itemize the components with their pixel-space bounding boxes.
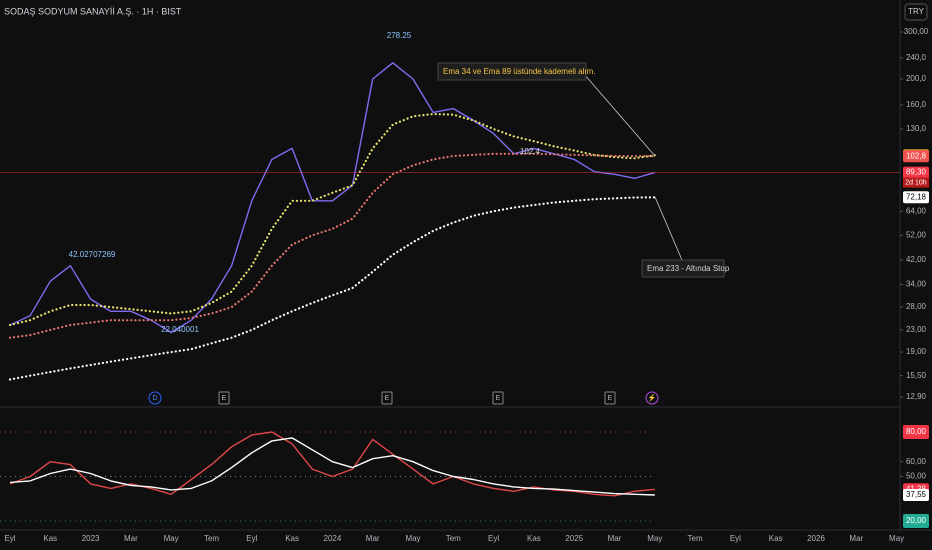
x-tick-label: 2024: [324, 534, 342, 543]
event-marker: [218, 391, 230, 405]
price-badge-label: 41,38: [906, 484, 927, 493]
price-badge-label: 102,8: [906, 151, 927, 160]
x-tick-label: Mar: [608, 534, 622, 543]
event-marker: [604, 391, 616, 405]
y-tick-label: 240,0: [906, 53, 927, 62]
callout-text: Ema 233 - Altında Stop: [647, 264, 730, 273]
callout-text: Ema 34 ve Ema 89 üstünde kademeli alım.: [443, 67, 596, 76]
x-tick-label: Eyl: [730, 534, 741, 543]
countdown-badge: [903, 177, 929, 188]
x-tick-label: May: [889, 534, 904, 543]
price-badge-label: 89,30: [906, 168, 927, 177]
y-tick-label: 160,0: [906, 100, 927, 109]
x-tick-label: Kas: [285, 534, 299, 543]
event-label: ⚡: [648, 393, 657, 402]
x-tick-label: 2023: [82, 534, 100, 543]
x-tick-label: 2025: [565, 534, 583, 543]
x-tick-label: May: [164, 534, 179, 543]
x-tick-label: Kas: [43, 534, 57, 543]
x-tick-label: Eyl: [488, 534, 499, 543]
event-label: E: [608, 395, 613, 402]
event-label: E: [222, 395, 227, 402]
callout-line: [583, 73, 656, 157]
x-tick-label: Mar: [849, 534, 863, 543]
event-marker: [645, 391, 659, 405]
price-annotation: 42.02707269: [69, 250, 116, 259]
x-tick-label: Eyl: [246, 534, 257, 543]
event-marker: [148, 391, 162, 405]
y-tick-label: 130,0: [906, 124, 927, 133]
y-tick-label: 20,00: [906, 516, 927, 525]
callout-box: [641, 259, 725, 278]
y-tick-label: 28,00: [906, 302, 927, 311]
y-tick-label: 64,00: [906, 206, 927, 215]
series-line: [8, 152, 656, 339]
price-annotation: 102.4: [520, 147, 541, 156]
price-badge-label: 72,18: [906, 192, 927, 201]
price-badge: [903, 150, 929, 163]
y-tick-label: 80,00: [906, 427, 927, 436]
y-tick-label: 200,0: [906, 74, 927, 83]
x-tick-label: Tem: [204, 534, 219, 543]
currency-label[interactable]: TRY: [908, 7, 925, 16]
y-tick-label: 12,90: [906, 392, 927, 401]
x-tick-label: Tem: [446, 534, 461, 543]
event-label: E: [385, 395, 390, 402]
y-tick-label: 19,00: [906, 347, 927, 356]
price-badge-label: 37,55: [906, 490, 927, 499]
y-tick-label: 300,00: [904, 27, 929, 36]
countdown: 2d 10h: [905, 179, 927, 186]
y-tick-label: 50,00: [906, 472, 927, 481]
x-tick-label: May: [405, 534, 420, 543]
currency-button[interactable]: [904, 3, 928, 21]
series-line: [8, 196, 656, 381]
price-badge: [903, 166, 929, 179]
x-tick-label: Mar: [124, 534, 138, 543]
event-label: D: [152, 395, 157, 402]
series-line: [9, 437, 655, 496]
price-badge: [903, 191, 929, 204]
event-label: E: [496, 395, 501, 402]
level-badge: [903, 425, 929, 439]
series-line: [8, 112, 656, 327]
y-tick-label: 52,00: [906, 230, 927, 239]
callout-box: [437, 62, 587, 81]
event-marker: [492, 391, 504, 405]
x-tick-label: 2026: [807, 534, 825, 543]
y-tick-label: 60,00: [906, 457, 927, 466]
x-tick-label: May: [647, 534, 662, 543]
event-marker: [381, 391, 393, 405]
x-tick-label: Kas: [769, 534, 783, 543]
price-badge: [903, 488, 929, 501]
level-badge: [903, 514, 929, 528]
chart-title: SODAŞ SODYUM SANAYİİ A.Ş. · 1H · BIST: [4, 6, 182, 16]
price-annotation: 278.25: [387, 31, 412, 40]
price-annotation: 22.040001: [161, 325, 199, 334]
x-tick-label: Mar: [366, 534, 380, 543]
y-tick-label: 42,00: [906, 255, 927, 264]
callout-line: [654, 196, 683, 261]
x-tick-label: Tem: [688, 534, 703, 543]
x-tick-label: Kas: [527, 534, 541, 543]
y-tick-label: 34,00: [906, 280, 927, 289]
y-tick-label: 15,50: [906, 371, 927, 380]
y-tick-label: 23,00: [906, 325, 927, 334]
x-tick-label: Eyl: [4, 534, 15, 543]
series-line: [9, 62, 655, 334]
